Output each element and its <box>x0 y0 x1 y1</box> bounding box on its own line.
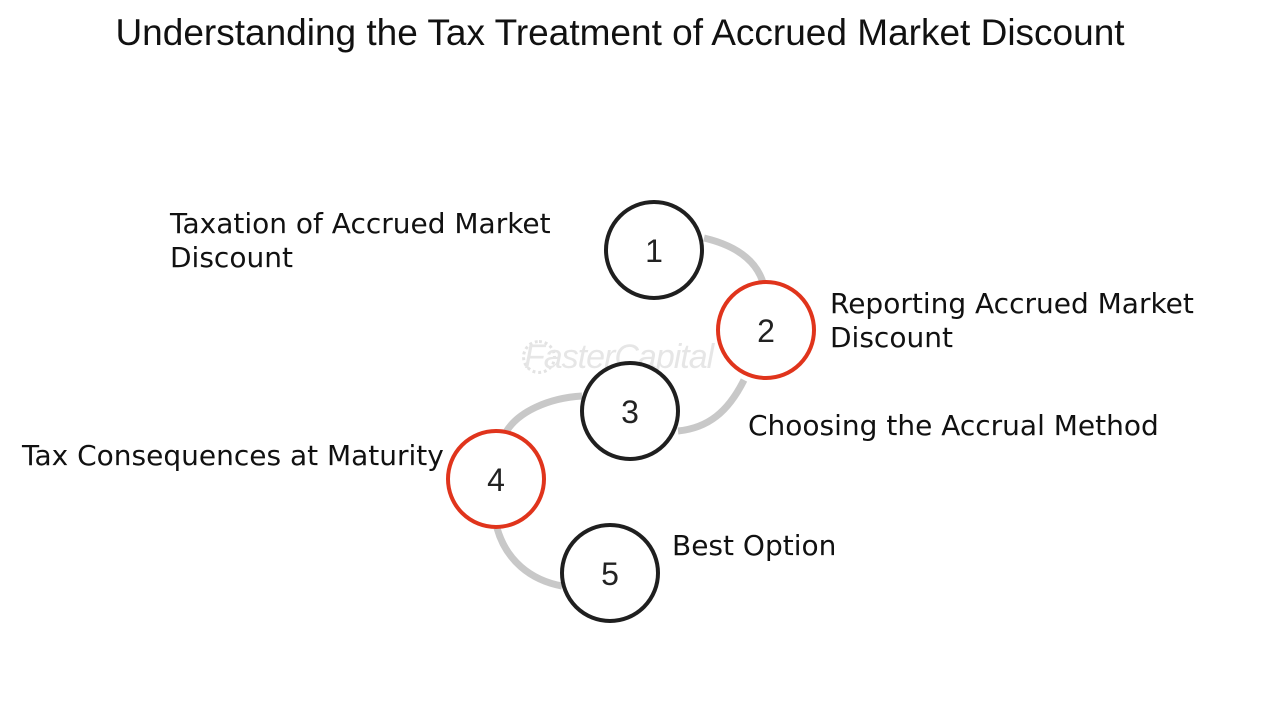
step-3-ring <box>580 361 680 461</box>
page-title: Understanding the Tax Treatment of Accru… <box>115 12 1125 53</box>
step-3-label-line-1: Choosing the Accrual Method <box>748 409 1159 442</box>
connector-2-3 <box>677 378 748 435</box>
step-5-label: Best Option <box>672 529 836 563</box>
step-1-label: Taxation of Accrued Market Discount <box>170 207 551 275</box>
connector-4-5 <box>493 526 563 590</box>
step-5-number: 5 <box>601 556 619 592</box>
step-2-ring <box>716 280 816 380</box>
connector-1-2 <box>703 234 768 287</box>
step-2-label-line-1: Reporting Accrued Market <box>830 287 1194 320</box>
connectors <box>493 234 768 590</box>
step-2-label-line-2: Discount <box>830 321 953 354</box>
step-3-node: 3 <box>580 361 680 461</box>
step-5-node: 5 <box>560 523 660 623</box>
step-4-label: Tax Consequences at Maturity <box>22 439 444 473</box>
step-4-node: 4 <box>446 429 546 529</box>
step-3-label: Choosing the Accrual Method <box>748 409 1159 443</box>
step-4-number: 4 <box>487 462 505 498</box>
step-1-ring <box>604 200 704 300</box>
step-1-node: 1 <box>604 200 704 300</box>
step-4-label-line-1: Tax Consequences at Maturity <box>22 439 444 472</box>
step-5-label-line-1: Best Option <box>672 529 837 562</box>
step-5-ring <box>560 523 660 623</box>
step-2-number: 2 <box>757 313 775 349</box>
step-2-label: Reporting Accrued Market Discount <box>830 287 1194 355</box>
connector-3-4 <box>503 392 583 434</box>
watermark-gear-icon <box>522 340 556 374</box>
step-1-label-line-1: Taxation of Accrued Market <box>170 207 551 240</box>
step-1-number: 1 <box>645 233 663 269</box>
step-4-ring <box>446 429 546 529</box>
step-1-label-line-2: Discount <box>170 241 293 274</box>
step-2-node: 2 <box>716 280 816 380</box>
step-3-number: 3 <box>621 394 639 430</box>
